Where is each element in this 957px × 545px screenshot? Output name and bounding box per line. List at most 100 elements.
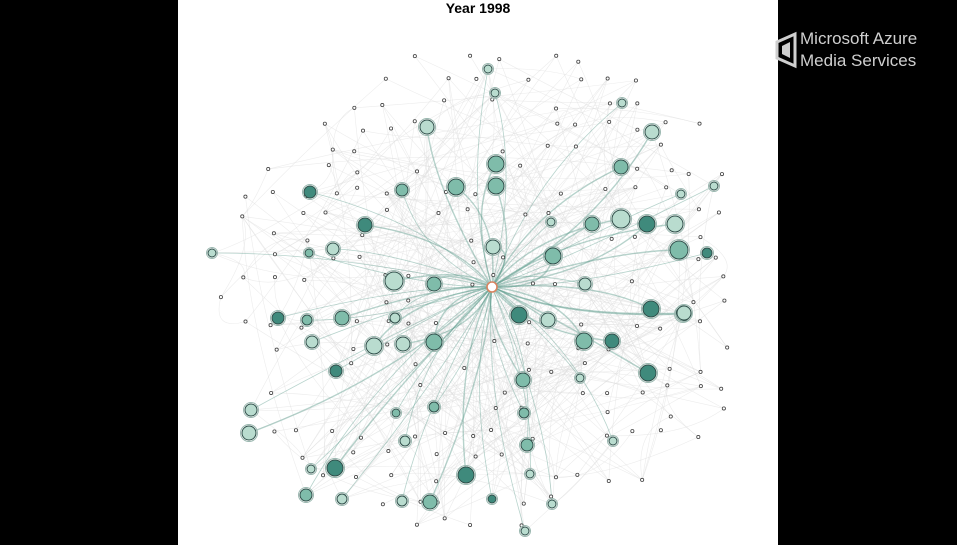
graph-node-halo	[603, 332, 621, 350]
graph-node-small	[580, 391, 585, 396]
graph-edge	[491, 314, 520, 500]
graph-node-small	[326, 163, 331, 168]
graph-node-small	[635, 127, 640, 132]
graph-edge	[382, 104, 557, 478]
graph-node	[271, 311, 285, 325]
hub-edge	[394, 286, 493, 319]
graph-node-small	[268, 323, 273, 328]
graph-node	[490, 88, 500, 98]
hub-edge	[305, 286, 493, 496]
graph-edge	[557, 111, 576, 125]
graph-node-small	[716, 210, 721, 215]
graph-edge	[550, 221, 694, 303]
graph-node-small	[686, 171, 691, 176]
graph-node-halo	[206, 247, 218, 259]
hub-edge	[341, 286, 493, 500]
graph-edge	[276, 187, 358, 350]
graph-node-halo	[484, 238, 502, 256]
hub-edge	[491, 185, 715, 288]
graph-edge	[211, 252, 245, 278]
graph-edge	[495, 185, 649, 374]
graph-edge	[211, 248, 334, 254]
graph-node-small	[669, 168, 674, 173]
graph-edge	[248, 308, 652, 434]
graph-node	[336, 493, 348, 505]
chart-title: Year 1998	[445, 0, 511, 16]
graph-node-small	[668, 414, 673, 419]
graph-edge	[354, 80, 636, 109]
graph-node-small	[545, 143, 550, 148]
graph-edge	[522, 173, 723, 381]
hub-edge	[429, 286, 493, 503]
hub-edge	[490, 286, 526, 532]
graph-node	[644, 124, 660, 140]
graph-node-halo	[665, 214, 685, 234]
graph-node	[642, 300, 660, 318]
graph-node-small	[471, 260, 476, 265]
graph-node-small	[502, 390, 507, 395]
graph-node-halo	[418, 118, 436, 136]
graph-node-small	[489, 427, 494, 432]
graph-node-small	[499, 452, 504, 457]
graph-node	[540, 312, 556, 328]
hub-edge	[433, 286, 493, 408]
graph-edge	[301, 166, 622, 328]
graph-node	[384, 271, 404, 291]
graph-node-small	[462, 365, 467, 370]
graph-edge	[390, 255, 553, 476]
graph-node-small	[354, 319, 359, 324]
graph-node-small	[406, 273, 411, 278]
graph-node-halo	[390, 407, 402, 419]
graph-edge	[429, 407, 522, 503]
graph-edge	[353, 323, 661, 350]
graph-edge	[341, 144, 662, 500]
graph-edge	[492, 99, 623, 104]
graph-node-small	[433, 320, 438, 325]
graph-edge	[242, 78, 387, 217]
graph-node-small	[321, 473, 326, 478]
graph-node-small	[465, 207, 470, 212]
graph-node	[395, 336, 411, 352]
graph-node-halo	[643, 123, 661, 141]
graph-edge	[443, 100, 549, 321]
graph-edge	[502, 257, 522, 408]
hub-edge	[489, 286, 524, 381]
graph-node-small	[721, 406, 726, 411]
hub-edge	[479, 286, 493, 500]
graph-node-small	[434, 479, 439, 484]
graph-node-small	[243, 319, 248, 324]
graph-node-small	[575, 472, 580, 477]
graph-edge	[335, 370, 524, 504]
hub-edge	[455, 186, 494, 288]
graph-node-halo	[304, 334, 320, 350]
graph-edge	[393, 214, 526, 282]
graph-node-small	[696, 257, 701, 262]
graph-edge	[455, 186, 724, 409]
hub-edge	[491, 249, 680, 288]
graph-node-small	[501, 255, 506, 260]
graph-edge	[532, 340, 585, 439]
graph-node-halo	[574, 331, 594, 351]
graph-edge	[325, 78, 449, 213]
graph-edge	[433, 102, 623, 343]
graph-node	[357, 217, 373, 233]
graph-node-small	[384, 191, 389, 196]
graph-node-halo	[394, 182, 410, 198]
hub-edge	[310, 286, 493, 470]
graph-edge	[435, 301, 694, 482]
graph-node-halo	[543, 246, 563, 266]
graph-edge	[435, 78, 608, 482]
graph-node-small	[667, 366, 672, 371]
graph-node-small	[241, 275, 246, 280]
graph-edge	[335, 317, 396, 372]
graph-edge	[522, 103, 638, 381]
graph-edge	[276, 342, 465, 369]
graph-node-halo	[335, 492, 349, 506]
graph-edge	[579, 276, 724, 379]
graph-edge	[487, 68, 715, 187]
graph-node-small	[412, 119, 417, 124]
hub-edge	[341, 286, 493, 319]
graph-node-small	[698, 319, 703, 324]
graph-node	[544, 247, 562, 265]
graph-node-small	[384, 207, 389, 212]
